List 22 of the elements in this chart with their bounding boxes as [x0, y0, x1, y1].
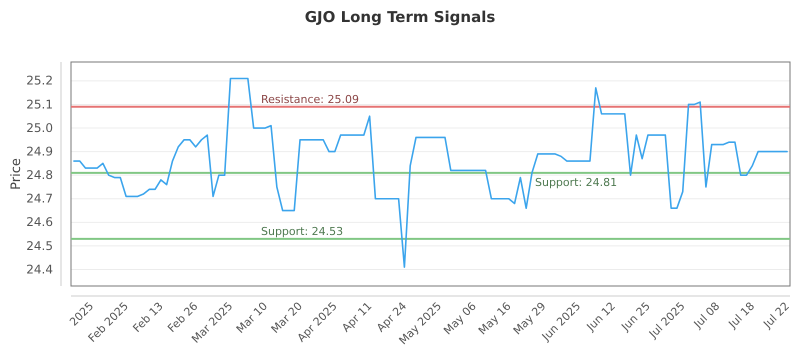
y-tick-label: 24.4 [26, 262, 53, 276]
ref-line-label: Support: 24.81 [535, 176, 618, 189]
ref-line-label: Support: 24.53 [261, 224, 344, 238]
x-tick-label: Feb 13 [130, 300, 166, 335]
y-tick-label: 24.8 [26, 168, 53, 182]
y-tick-label: 24.9 [26, 144, 53, 158]
x-tick-label: Jul 18 [726, 300, 758, 332]
y-axis-title: Price [9, 158, 24, 190]
line-series [73, 78, 788, 268]
y-tick-label: 25.2 [26, 74, 53, 88]
x-tick-label: Apr 11 [339, 300, 374, 335]
chart-title: GJO Long Term Signals [304, 8, 496, 26]
x-tick-label: Jul 22 [760, 300, 792, 332]
y-tick-label: 25.0 [26, 120, 53, 135]
x-tick-label: Jun 12 [584, 300, 618, 334]
y-tick-label: 25.1 [26, 97, 53, 112]
x-tick-label: Jul 08 [690, 300, 722, 332]
y-tick-label: 24.5 [26, 238, 53, 253]
x-tick-label: Mar 10 [234, 300, 270, 336]
y-tick-label: 24.6 [26, 215, 53, 230]
y-tick-label: 24.7 [26, 192, 53, 206]
ref-line-label: Resistance: 25.09 [261, 92, 359, 106]
